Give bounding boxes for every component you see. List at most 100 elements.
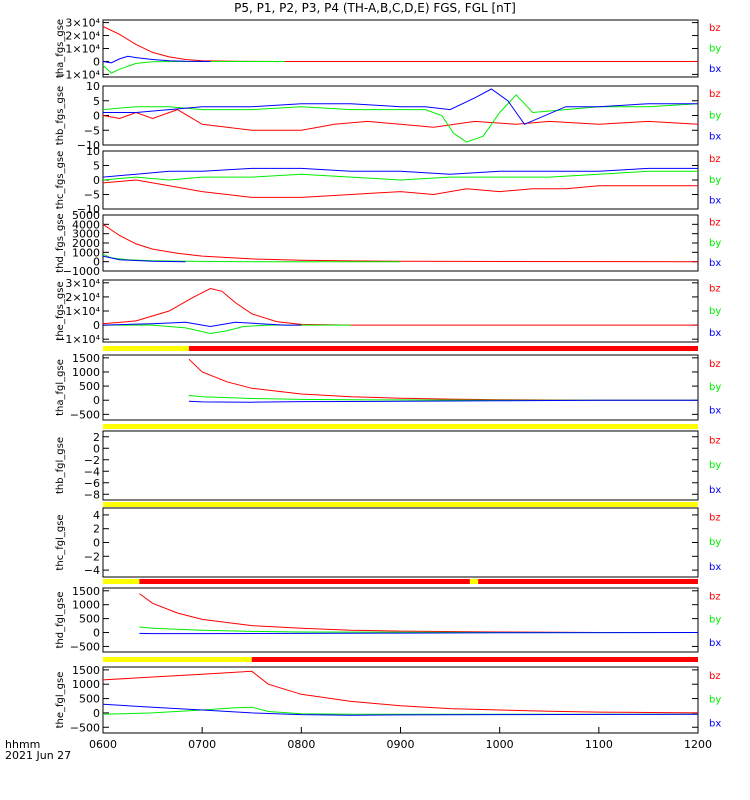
series-line-bz: [102, 179, 698, 198]
y-tick-label: −2: [84, 550, 100, 563]
y-tick-label: 500: [79, 693, 100, 706]
legend-by: by: [709, 695, 721, 706]
y-tick-label: −500: [70, 640, 100, 653]
y-tick-label: −4: [84, 465, 100, 478]
status-bar-segment: [103, 502, 698, 507]
y-tick-label: −1000: [63, 265, 100, 278]
status-bar-segment: [188, 346, 698, 351]
y-tick-label: 0: [93, 55, 100, 68]
legend-bz: bz: [709, 23, 721, 34]
series-line-bz: [102, 223, 699, 263]
y-tick-label: 1000: [72, 366, 100, 379]
legend-bx: bx: [709, 258, 721, 269]
series-line-by: [103, 324, 351, 335]
y-tick-label: 5: [93, 95, 100, 108]
panel-frame: [102, 19, 699, 78]
status-bar-segment: [251, 657, 698, 662]
legend-bx: bx: [709, 638, 721, 649]
panel-thb_fgs_gse: 10 5 0−5 −10 thb_fgs_gse bz by bx: [55, 80, 721, 152]
y-tick-label: 10: [86, 80, 100, 93]
y-tick-label: 500: [79, 613, 100, 626]
panel-frame: [102, 279, 699, 343]
y-tick-label: 1500: [72, 664, 100, 677]
x-tick-label: 0600: [89, 738, 117, 751]
panel-thb_fgl_gse: 20−2−4−6−8 thb_fgl_gse bz by bx: [55, 424, 721, 501]
series-line-by: [102, 706, 698, 715]
y-tick-label: 1500: [72, 352, 100, 365]
y-axis-label: thc_fgs_gse: [55, 151, 66, 210]
y-tick-label: −500: [70, 721, 100, 734]
y-tick-label: 0: [93, 174, 100, 187]
series-line-bz: [102, 109, 699, 131]
y-tick-label: 2: [93, 431, 100, 444]
y-tick-label: 1×10⁴: [65, 43, 100, 56]
legend-bz: bz: [709, 671, 721, 682]
legend-bx: bx: [709, 562, 721, 573]
legend-by: by: [709, 306, 721, 317]
panel-frame: [102, 666, 699, 734]
y-axis-label: the_fgs_gse: [55, 281, 66, 340]
status-bar-segment: [103, 579, 140, 584]
y-tick-label: 3×10⁴: [65, 277, 100, 290]
y-tick-label: 500: [79, 380, 100, 393]
y-tick-label: −5: [84, 124, 100, 137]
y-tick-label: 4000: [72, 218, 100, 231]
y-tick-label: 0: [93, 319, 100, 332]
legend-bx: bx: [709, 718, 721, 729]
y-tick-label: 1000: [72, 599, 100, 612]
status-bar-segment: [469, 579, 479, 584]
panel-frame: [102, 587, 699, 653]
y-axis-label: tha_fgl_gse: [55, 359, 66, 416]
legend-bx: bx: [709, 485, 721, 496]
y-tick-label: 2×10⁴: [65, 291, 100, 304]
y-tick-label: 1000: [72, 678, 100, 691]
legend-by: by: [709, 175, 721, 186]
y-tick-label: −10: [77, 139, 100, 152]
y-tick-label: 0: [93, 707, 100, 720]
y-tick-label: 1×10⁴: [65, 305, 100, 318]
y-tick-label: 0: [93, 627, 100, 640]
legend-by: by: [709, 460, 721, 471]
panel-frame: [102, 507, 699, 578]
series-line-bx: [102, 55, 211, 64]
y-tick-label: 4: [93, 509, 100, 522]
panel-frame: [102, 354, 699, 421]
y-axis-label: thb_fgl_gse: [55, 437, 66, 494]
legend-bx: bx: [709, 196, 721, 207]
y-tick-label: −6: [84, 477, 100, 490]
y-tick-label: 2×10⁴: [65, 30, 100, 43]
y-axis-label: thd_fgl_gse: [55, 592, 66, 649]
series-line-bz: [102, 287, 698, 326]
legend-bx: bx: [709, 406, 721, 417]
status-bar-segment: [103, 657, 252, 662]
y-tick-label: 5000: [72, 209, 100, 222]
x-axis-date-label: 2021 Jun 27: [5, 749, 72, 762]
x-tick-label: 1000: [486, 738, 514, 751]
y-tick-label: 2000: [72, 237, 100, 250]
legend-bx: bx: [709, 328, 721, 339]
legend-by: by: [709, 110, 721, 121]
legend-bz: bz: [709, 512, 721, 523]
status-bar-segment: [139, 579, 470, 584]
y-tick-label: −8: [84, 488, 100, 501]
status-bar-segment: [103, 346, 189, 351]
y-axis-label: thd_fgs_gse: [55, 213, 66, 272]
series-line-by: [102, 94, 699, 143]
legend-by: by: [709, 537, 721, 548]
x-axis-footer: hhmm 2021 Jun 27: [5, 739, 71, 761]
panel-frame: [102, 430, 699, 501]
series-line-bz: [102, 26, 698, 62]
legend-bz: bz: [709, 359, 721, 370]
legend-bz: bz: [709, 592, 721, 603]
legend-bz: bz: [709, 435, 721, 446]
panel-frame: [102, 214, 699, 272]
legend-bz: bz: [709, 283, 721, 294]
y-axis-label: thb_fgs_gse: [55, 86, 66, 145]
